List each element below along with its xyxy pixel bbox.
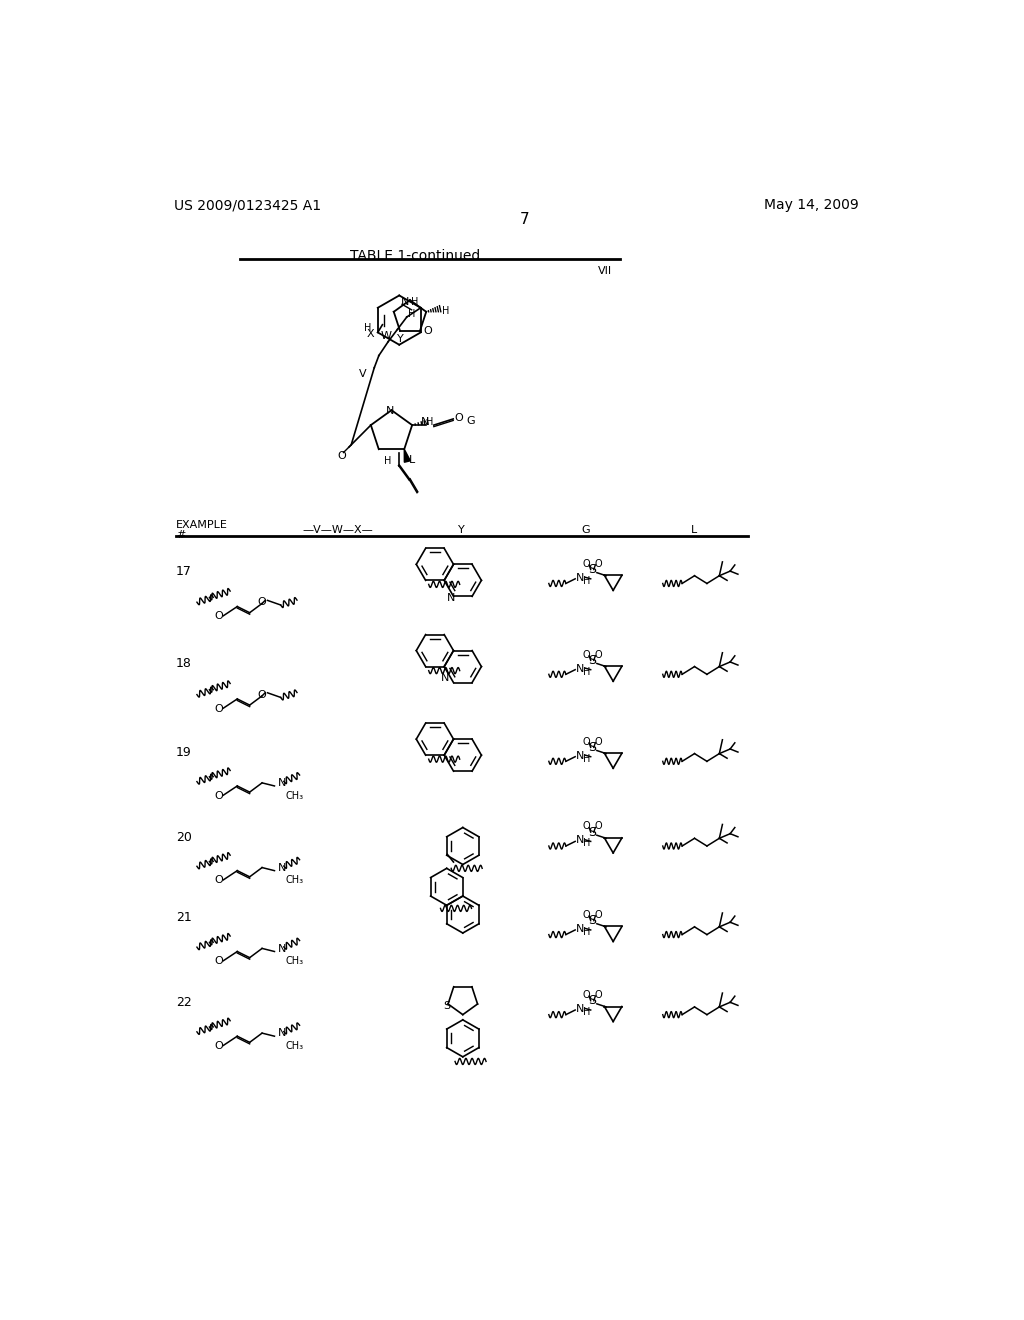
Text: O: O (337, 451, 346, 461)
Text: S: S (588, 994, 596, 1007)
Text: N: N (278, 779, 286, 788)
Text: S: S (588, 741, 596, 754)
Text: EXAMPLE: EXAMPLE (176, 520, 228, 531)
Text: N: N (575, 573, 585, 582)
Text: H: H (583, 838, 590, 849)
Text: O: O (214, 611, 223, 622)
Text: L: L (409, 455, 415, 465)
Text: H: H (409, 309, 416, 319)
Text: CH₃: CH₃ (286, 791, 303, 800)
Text: O: O (583, 990, 590, 1001)
Text: O: O (583, 821, 590, 832)
Text: N: N (278, 944, 286, 954)
Text: H: H (441, 306, 450, 315)
Text: Y: Y (458, 525, 465, 535)
Text: O: O (595, 649, 602, 660)
Text: O: O (454, 413, 463, 422)
Text: O: O (583, 558, 590, 569)
Text: CH₃: CH₃ (286, 956, 303, 966)
Text: CH₃: CH₃ (286, 875, 303, 886)
Text: O: O (258, 597, 266, 607)
Text: O: O (258, 689, 266, 700)
Text: 20: 20 (176, 830, 191, 843)
Text: Y: Y (397, 334, 403, 345)
Text: O: O (583, 909, 590, 920)
Text: G: G (466, 416, 475, 426)
Text: US 2009/0123425 A1: US 2009/0123425 A1 (174, 198, 322, 213)
Text: N: N (575, 751, 585, 760)
Text: H: H (426, 417, 433, 428)
Text: N: N (386, 405, 394, 416)
Text: 21: 21 (176, 911, 191, 924)
Text: N: N (278, 863, 286, 873)
Text: O: O (583, 649, 590, 660)
Text: O: O (595, 821, 602, 832)
Text: O: O (214, 704, 223, 714)
Text: N: N (575, 924, 585, 933)
Text: O: O (214, 956, 223, 966)
Text: N: N (440, 673, 449, 682)
Text: X: X (367, 330, 375, 339)
Text: O: O (595, 737, 602, 747)
Text: G: G (581, 525, 590, 535)
Text: S: S (588, 915, 596, 927)
Text: N: N (400, 297, 409, 308)
Text: O: O (583, 737, 590, 747)
Text: L: L (690, 525, 697, 535)
Text: #: # (176, 531, 185, 540)
Text: H: H (583, 1007, 590, 1016)
Text: S: S (588, 564, 596, 576)
Text: W: W (381, 331, 391, 341)
Text: N: N (575, 664, 585, 673)
Text: TABLE 1-continued: TABLE 1-continued (349, 249, 480, 263)
Text: N: N (575, 836, 585, 845)
Text: May 14, 2009: May 14, 2009 (764, 198, 858, 213)
Text: O: O (595, 558, 602, 569)
Text: O: O (595, 909, 602, 920)
Polygon shape (404, 449, 411, 462)
Text: —V—W—X—: —V—W—X— (302, 525, 373, 535)
Text: N: N (278, 1028, 286, 1039)
Text: N: N (575, 1003, 585, 1014)
Text: 19: 19 (176, 746, 191, 759)
Text: 18: 18 (176, 657, 191, 671)
Text: S: S (443, 1001, 451, 1011)
Text: O: O (424, 326, 432, 337)
Text: S: S (588, 653, 596, 667)
Text: O: O (214, 791, 223, 800)
Text: H: H (583, 576, 590, 586)
Text: 7: 7 (520, 213, 529, 227)
Text: O: O (214, 1040, 223, 1051)
Text: 22: 22 (176, 997, 191, 1010)
Text: H: H (364, 323, 371, 333)
Text: 17: 17 (176, 565, 191, 578)
Text: S: S (588, 825, 596, 838)
Text: H: H (411, 297, 418, 308)
Text: N: N (447, 593, 456, 603)
Text: H: H (583, 667, 590, 677)
Text: V: V (358, 370, 367, 379)
Text: CH₃: CH₃ (286, 1040, 303, 1051)
Text: O: O (214, 875, 223, 886)
Text: VII: VII (598, 267, 612, 276)
Text: H: H (384, 457, 391, 466)
Text: H: H (583, 927, 590, 937)
Text: N: N (421, 417, 429, 428)
Text: H: H (583, 754, 590, 763)
Text: O: O (595, 990, 602, 1001)
